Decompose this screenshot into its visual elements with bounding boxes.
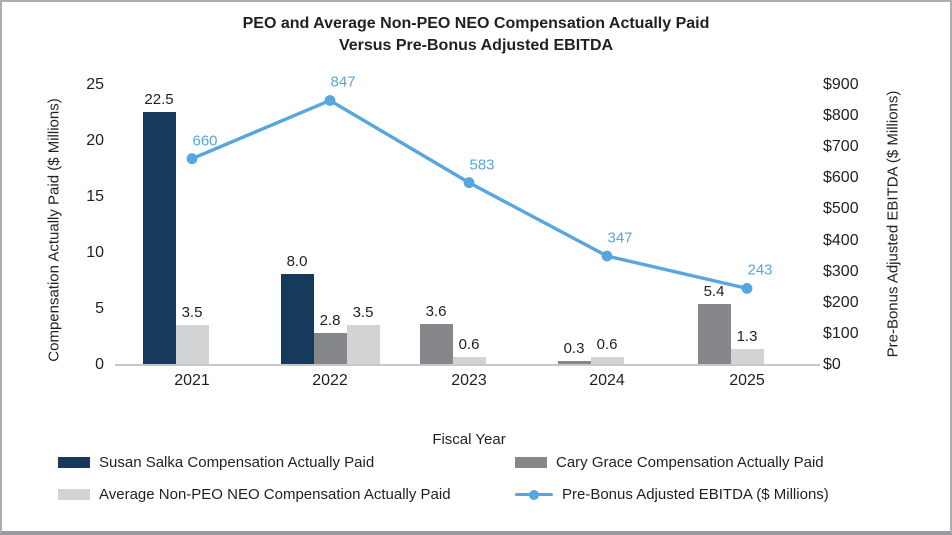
- bar-value-label-susan-salka: 8.0: [286, 253, 308, 271]
- right-axis-tick-label: $400: [823, 231, 859, 249]
- x-axis-title: Fiscal Year: [432, 431, 506, 448]
- bar-value-label-cary-grace: 2.8: [319, 311, 341, 329]
- ebitda-point-label: 243: [747, 261, 773, 279]
- right-axis-title: Pre-Bonus Adjusted EBITDA ($ Millions): [884, 90, 902, 358]
- right-axis-tick-label: $0: [823, 356, 841, 373]
- bar-cary-grace: [697, 303, 731, 364]
- right-axis-tick-label: $800: [823, 107, 859, 125]
- right-axis-tick-label: $200: [823, 293, 859, 311]
- left-axis-tick-label: 0: [95, 356, 104, 373]
- ebitda-point-label: 660: [192, 132, 218, 150]
- right-axis-tick-label: $500: [823, 200, 859, 218]
- bar-value-label-avg-non-peo-neo: 0.6: [458, 336, 480, 354]
- chart-title: PEO and Average Non-PEO NEO Compensation…: [2, 13, 950, 57]
- bar-value-label-cary-grace: 0.3: [563, 339, 585, 357]
- left-axis-tick-label: 15: [86, 188, 104, 205]
- left-axis-tick-label: 10: [86, 244, 104, 261]
- right-axis-tick-label: $300: [823, 262, 859, 280]
- x-axis-category-label: 2025: [729, 372, 765, 389]
- ebitda-point: [741, 283, 753, 294]
- ebitda-point: [601, 250, 613, 262]
- ebitda-point: [324, 95, 336, 106]
- right-axis-tick-label: $600: [823, 169, 859, 187]
- bar-avg-non-peo-neo: [175, 324, 209, 364]
- ebitda-point-label: 583: [469, 156, 495, 174]
- bar-value-label-avg-non-peo-neo: 0.6: [596, 336, 618, 354]
- right-axis-tick-label: $700: [823, 138, 859, 156]
- ebitda-point-label: 347: [607, 229, 633, 247]
- chart-title-line1: PEO and Average Non-PEO NEO Compensation…: [242, 15, 710, 32]
- right-axis-tick-label: $100: [823, 324, 859, 342]
- ebitda-line: [191, 98, 748, 291]
- left-axis-tick-label: 25: [86, 76, 104, 93]
- x-axis-line: [115, 364, 820, 366]
- x-axis-category-label: 2024: [589, 372, 625, 389]
- bar-value-label-cary-grace: 5.4: [703, 282, 725, 300]
- left-axis-tick-label: 20: [86, 132, 104, 149]
- bar-avg-non-peo-neo: [730, 349, 764, 364]
- bar-cary-grace: [313, 332, 347, 364]
- x-axis-category-label: 2021: [174, 372, 210, 389]
- bar-susan-salka: [280, 274, 314, 364]
- bar-cary-grace: [557, 360, 591, 364]
- bar-cary-grace: [419, 323, 453, 364]
- ebitda-point: [186, 153, 198, 165]
- bar-susan-salka: [142, 112, 176, 364]
- bar-avg-non-peo-neo: [452, 357, 486, 364]
- bar-value-label-avg-non-peo-neo: 3.5: [181, 303, 203, 321]
- chart-title-line2: Versus Pre-Bonus Adjusted EBITDA: [338, 37, 614, 54]
- ebitda-point-label: 847: [330, 73, 356, 91]
- right-axis-tick-label: $900: [823, 76, 859, 93]
- bar-avg-non-peo-neo: [346, 324, 380, 364]
- ebitda-point: [463, 177, 475, 189]
- x-axis-category-label: 2023: [451, 372, 487, 389]
- bar-value-label-cary-grace: 3.6: [425, 302, 447, 320]
- left-axis-tick-label: 5: [95, 300, 104, 317]
- bar-value-label-susan-salka: 22.5: [144, 91, 174, 108]
- bar-value-label-avg-non-peo-neo: 3.5: [352, 303, 374, 321]
- bar-avg-non-peo-neo: [590, 357, 624, 364]
- x-axis-category-label: 2022: [312, 372, 348, 389]
- bar-value-label-avg-non-peo-neo: 1.3: [736, 328, 758, 346]
